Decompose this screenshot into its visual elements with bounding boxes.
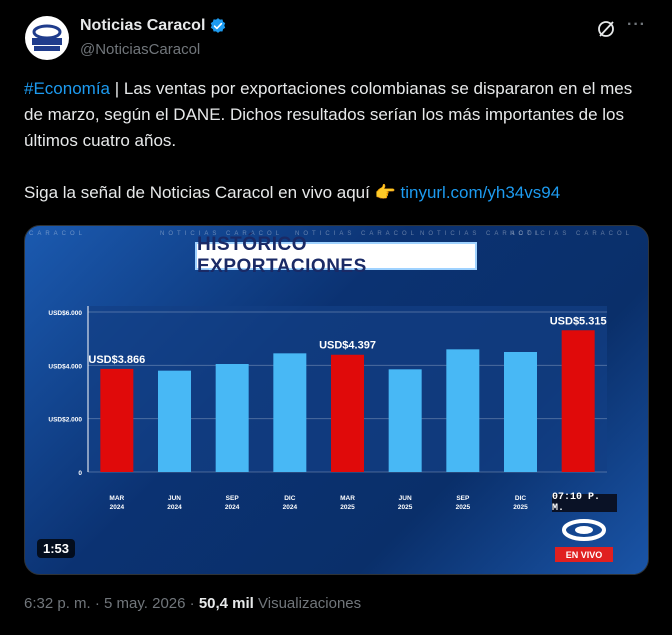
video-player[interactable]: CARACOL NOTICIAS CARACOL NOTICIAS CARACO…	[24, 225, 649, 575]
tweet-meta: 6:32 p. m. · 5 may. 2026 · 50,4 mil Visu…	[24, 595, 361, 612]
bar	[158, 370, 191, 472]
hashtag-link[interactable]: #Economía	[24, 79, 110, 98]
x-tick-label: 2024	[225, 504, 240, 511]
data-label: USD$3.866	[88, 354, 145, 366]
tweet-timestamp[interactable]: 6:32 p. m. · 5 may. 2026 ·	[24, 595, 199, 612]
live-badge: EN VIVO	[555, 547, 613, 562]
y-tick-label: 0	[78, 470, 82, 477]
exports-bar-chart: 0 USD$2.000 USD$4.000 USD$6.000 USD$3.866 MAR…	[48, 306, 607, 511]
ticker-text: NOTICIAS CARACOL	[420, 231, 544, 237]
x-tick-label: 2024	[283, 504, 298, 511]
bar	[446, 349, 480, 472]
x-tick-label: DIC	[284, 495, 296, 502]
x-tick-label: 2025	[513, 504, 528, 511]
ticker-text: NOTICIAS CARACOL	[160, 231, 284, 237]
views-count: 50,4 mil	[198, 595, 254, 612]
ticker-text: CARACOL	[29, 231, 87, 237]
y-tick-label: USD$2.000	[48, 417, 82, 424]
verified-badge-icon	[211, 18, 226, 33]
x-tick-label: 2024	[110, 504, 125, 511]
ticker-text: NOTICIAS CARACOL	[295, 231, 419, 237]
author-handle[interactable]: @NoticiasCaracol	[80, 41, 201, 58]
x-tick-label: 2025	[340, 504, 355, 511]
x-tick-label: DIC	[515, 495, 527, 502]
data-label: USD$5.315	[550, 315, 607, 327]
tweet-body: | Las ventas por exportaciones colombian…	[24, 79, 633, 150]
bar	[273, 353, 307, 472]
bar	[504, 352, 537, 472]
bar	[215, 364, 249, 472]
ticker-text: NOTICIAS CARACOL	[510, 231, 634, 237]
bar	[388, 369, 422, 472]
x-tick-label: SEP	[226, 495, 240, 502]
data-label: USD$4.397	[319, 340, 376, 352]
author-name-text[interactable]: Noticias Caracol	[80, 17, 206, 34]
x-tick-label: 2024	[167, 504, 182, 511]
grok-icon[interactable]	[596, 19, 616, 39]
video-duration: 1:53	[37, 539, 76, 558]
broadcast-clock: 07:10 P. M.	[552, 492, 617, 514]
x-tick-label: 2025	[398, 504, 413, 511]
bar	[331, 354, 364, 472]
tweet-text: #Economía | Las ventas por exportaciones…	[24, 76, 649, 206]
chart-title: HISTÓRICO EXPORTACIONES	[195, 234, 477, 277]
x-tick-label: MAR	[109, 495, 124, 502]
x-tick-label: MAR	[340, 495, 355, 502]
x-tick-label: SEP	[456, 495, 470, 502]
author-display-name[interactable]: Noticias Caracol	[80, 17, 227, 35]
tweet-cta: Siga la señal de Noticias Caracol en viv…	[24, 183, 401, 202]
bar	[561, 330, 595, 472]
y-tick-label: USD$6.000	[48, 310, 82, 317]
tweet-link[interactable]: tinyurl.com/yh34vs94	[400, 183, 561, 202]
caracol-logo-icon	[32, 24, 62, 51]
author-avatar[interactable]	[25, 16, 69, 60]
more-options-icon[interactable]: ···	[627, 16, 646, 33]
bar	[100, 368, 134, 472]
x-tick-label: JUN	[168, 495, 181, 502]
caracol-logo-icon	[562, 519, 606, 541]
views-label: Visualizaciones	[253, 595, 362, 612]
x-tick-label: JUN	[399, 495, 412, 502]
x-tick-label: 2025	[456, 504, 471, 511]
y-tick-label: USD$4.000	[48, 363, 82, 370]
